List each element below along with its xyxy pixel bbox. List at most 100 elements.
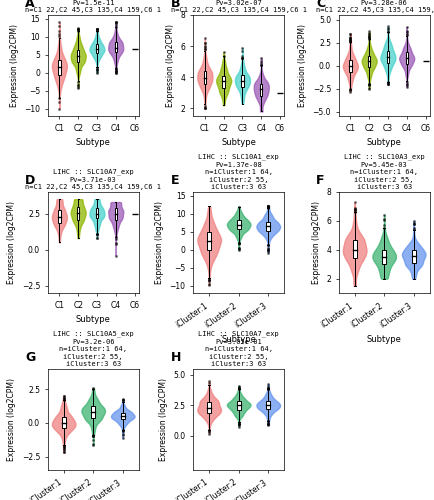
Point — [265, 420, 272, 428]
Point — [90, 432, 97, 440]
Point — [351, 198, 358, 206]
Point — [265, 385, 272, 393]
Point — [347, 36, 354, 44]
Point — [366, 84, 373, 92]
Point — [75, 78, 82, 86]
Point — [56, 27, 63, 35]
Point — [206, 428, 213, 436]
Point — [366, 84, 373, 92]
Point — [93, 234, 100, 241]
Point — [75, 83, 82, 91]
Point — [347, 86, 354, 94]
Bar — [260, 84, 263, 96]
Point — [265, 422, 272, 430]
Point — [93, 230, 100, 238]
Point — [265, 203, 272, 211]
Bar — [266, 401, 270, 409]
Point — [112, 22, 119, 30]
Point — [385, 79, 391, 87]
Point — [235, 419, 242, 427]
Point — [119, 426, 126, 434]
Point — [410, 220, 417, 228]
Point — [206, 426, 213, 434]
Point — [366, 81, 373, 89]
Point — [235, 202, 242, 210]
Point — [235, 382, 242, 390]
Point — [265, 417, 272, 425]
Point — [366, 33, 373, 41]
Point — [112, 18, 119, 26]
Bar — [207, 232, 211, 250]
Point — [201, 104, 208, 112]
Y-axis label: Expression (log2CPM): Expression (log2CPM) — [155, 201, 164, 284]
Point — [265, 382, 272, 390]
X-axis label: Subtype: Subtype — [76, 315, 111, 324]
Y-axis label: Expression (log2CPM): Expression (log2CPM) — [7, 378, 16, 461]
Point — [235, 420, 242, 428]
Bar — [96, 44, 98, 54]
Title: LIHC :: SLC10A7_exp
Pv=3.71e-03
n=C1 22,C2 45,C3 135,C4 159,C6 1: LIHC :: SLC10A7_exp Pv=3.71e-03 n=C1 22,… — [25, 168, 161, 190]
Title: LIHC :: SLC10A1_exp
Pv=1.37e-08
n=iCluster:1 64,
iCluster:2 55,
iCluster:3 63: LIHC :: SLC10A1_exp Pv=1.37e-08 n=iClust… — [198, 154, 279, 190]
Point — [258, 62, 265, 70]
Point — [60, 392, 67, 400]
Point — [351, 204, 358, 212]
Point — [239, 54, 246, 62]
Y-axis label: Expression (log2CPM): Expression (log2CPM) — [298, 24, 307, 107]
Point — [347, 88, 354, 96]
Point — [235, 384, 242, 392]
Point — [381, 215, 388, 223]
Bar — [223, 76, 225, 88]
Bar — [121, 412, 125, 420]
Point — [347, 34, 354, 42]
Point — [347, 34, 354, 42]
Point — [93, 230, 100, 238]
Point — [90, 385, 97, 393]
Point — [235, 244, 242, 252]
Point — [385, 80, 391, 88]
Point — [235, 239, 242, 247]
Point — [220, 52, 227, 60]
Point — [347, 36, 354, 44]
Point — [60, 396, 67, 404]
Point — [239, 52, 246, 60]
X-axis label: Subtype: Subtype — [367, 335, 401, 344]
Point — [93, 230, 100, 238]
Point — [206, 280, 213, 288]
Point — [112, 65, 119, 73]
Point — [265, 420, 272, 428]
Text: F: F — [316, 174, 325, 186]
Point — [75, 25, 82, 33]
Point — [258, 54, 265, 62]
Point — [381, 216, 388, 224]
Point — [351, 206, 358, 214]
Point — [201, 39, 208, 47]
Point — [220, 48, 227, 56]
Point — [112, 64, 119, 72]
Point — [112, 69, 119, 77]
Point — [366, 31, 373, 39]
Point — [265, 384, 272, 392]
Point — [366, 81, 373, 89]
Point — [119, 430, 126, 438]
Bar — [115, 42, 117, 52]
Point — [235, 384, 242, 392]
Point — [265, 202, 272, 210]
Point — [93, 68, 100, 76]
Point — [265, 204, 272, 212]
Point — [56, 105, 63, 113]
Bar — [382, 250, 386, 264]
Point — [93, 66, 100, 74]
Point — [239, 54, 246, 62]
Point — [366, 28, 373, 36]
Point — [56, 98, 63, 106]
Y-axis label: Expression (log2CPM): Expression (log2CPM) — [7, 201, 16, 284]
Point — [366, 80, 373, 88]
Y-axis label: Expression (log2CPM): Expression (log2CPM) — [10, 24, 19, 107]
Point — [265, 384, 272, 392]
Text: G: G — [25, 350, 35, 364]
Point — [235, 422, 242, 430]
Point — [56, 94, 63, 102]
Point — [60, 394, 67, 402]
Point — [75, 26, 82, 34]
Point — [235, 244, 242, 252]
